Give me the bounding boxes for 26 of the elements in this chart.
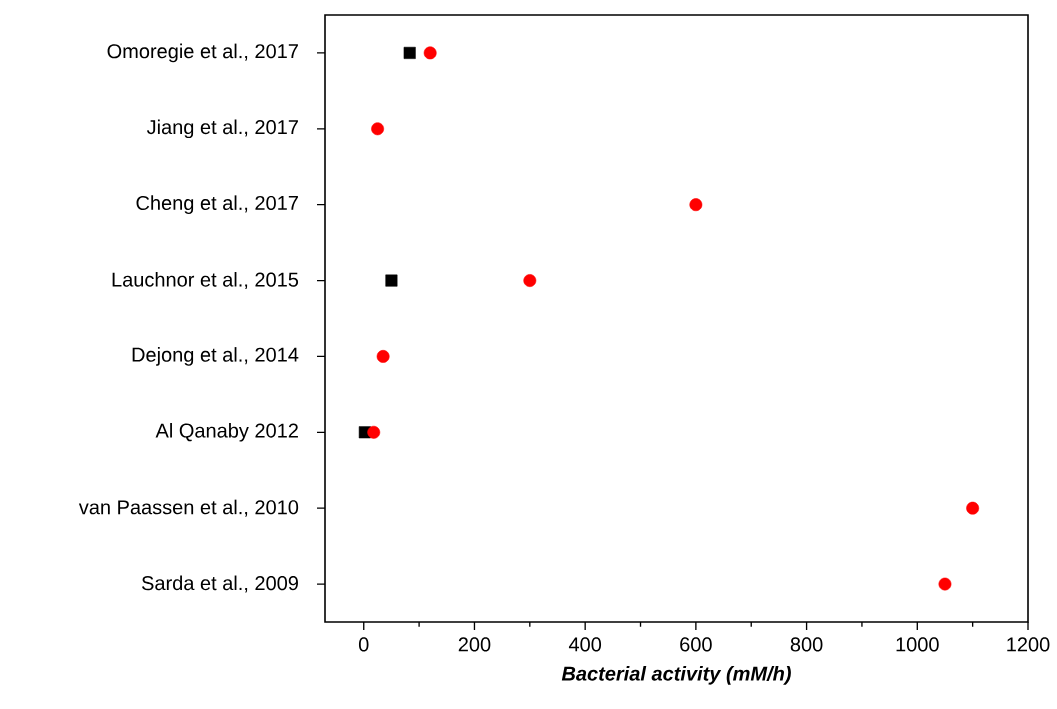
x-tick-label: 1200 [1007,637,1050,652]
x-tick-label: 800 [790,637,823,652]
y-tick-label: Jiang et al., 2017 [146,119,298,139]
point [523,274,537,287]
y-tick-label: Dejong et al., 2014 [132,347,299,366]
point [423,46,437,60]
y-tick-label: Cheng et al., 2017 [136,195,298,214]
y-tick-label: Lauchnor et al., 2015 [112,272,299,290]
x-tick-label: 0 [358,637,369,652]
x-tick-label: 400 [568,637,602,652]
point [376,350,390,363]
point [689,198,703,212]
x-tick-label: 600 [680,637,712,652]
y-tick-label: van Paassen et al., 2010 [78,499,299,517]
point [385,274,398,287]
point [966,501,980,515]
x-tick-label: 200 [458,637,491,652]
point [403,46,416,59]
y-tick-label: Al Qanaby 2012 [155,422,298,442]
y-tick-label: Sarda et al., 2009 [141,575,298,593]
x-tick-label: 1000 [896,637,939,652]
y-tick-label: Omoregie et al., 2017 [107,43,298,63]
point [371,122,384,136]
point [367,425,381,439]
x-axis-title: Bacterial activity (mM/h) [561,666,791,685]
point [938,577,952,591]
